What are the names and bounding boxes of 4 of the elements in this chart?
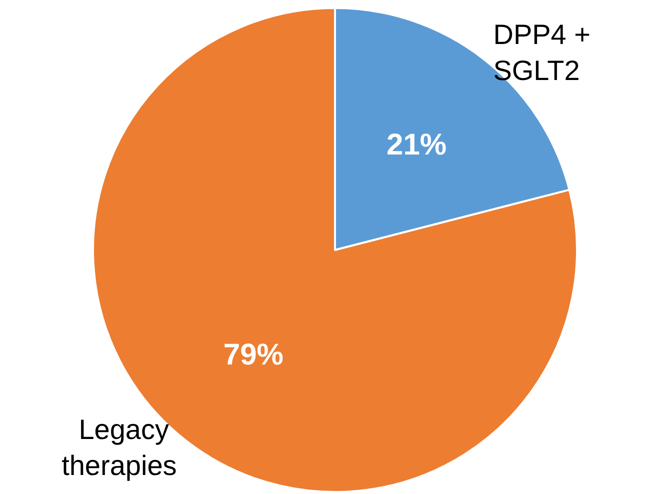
slice-label: DPP4 + SGLT2 bbox=[493, 18, 598, 86]
data-label: 79% bbox=[223, 338, 284, 372]
slice-label: Legacy therapies bbox=[62, 414, 177, 482]
data-label: 21% bbox=[386, 128, 447, 162]
